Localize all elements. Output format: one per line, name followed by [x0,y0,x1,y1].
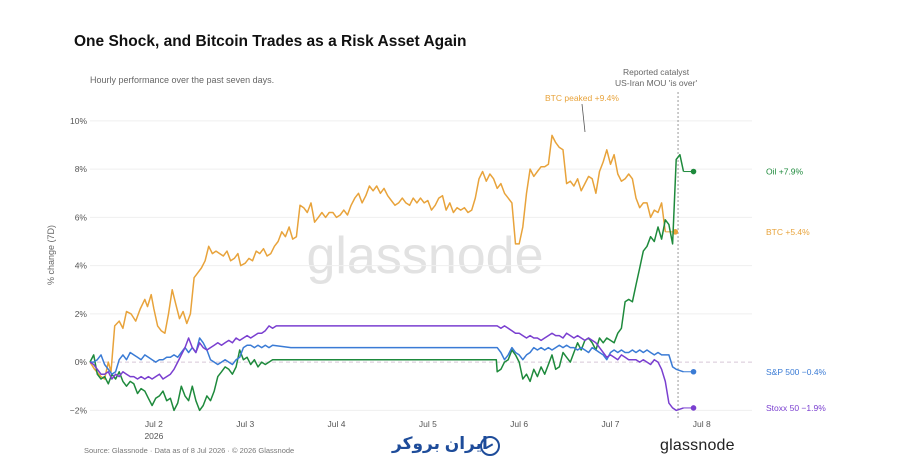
series-line [89,134,667,380]
x-tick-label: Jul 8 [693,419,711,429]
event-label-line1: Reported catalyst [623,67,690,77]
series-line [90,337,684,375]
x-tick-label: Jul 4 [328,419,346,429]
y-axis: −2% 0% 2% 4% 6% 8% 10% [70,116,88,415]
x-axis: Jul 2 Jul 3 Jul 4 Jul 5 Jul 6 Jul 7 Jul 8 2026 [144,419,711,441]
series-end-label: S&P 500 −0.4% [766,367,827,377]
glassnode-logo: glassnode [660,437,735,454]
series-end-label: BTC +5.4% [766,227,810,237]
end-labels: BTC +5.4% Oil +7.9% S&P 500 −0.4% Stoxx 50 … [766,167,827,413]
peak-annotation-pointer [581,103,586,133]
watermark-text: glassnode [306,227,543,285]
y-tick-label: 8% [75,164,88,174]
event-label-line2: US-Iran MOU 'is over' [615,78,697,88]
series-end-label: Oil +7.9% [766,167,804,177]
y-tick-label: 2% [75,309,88,319]
annotations: BTC peaked +9.4% [545,93,619,133]
series-end-label: Stoxx 50 −1.9% [766,403,826,413]
y-tick-label: 6% [75,212,88,222]
series-group [89,134,697,412]
y-axis-label: % change (7D) [46,225,56,285]
grid-lines [90,120,752,411]
footer-source: Source: Glassnode · Data as of 8 Jul 202… [84,446,295,455]
page-title: One Shock, and Bitcoin Trades as a Risk … [74,33,467,50]
y-tick-label: 0% [75,357,88,367]
peak-annotation-label: BTC peaked +9.4% [545,93,619,103]
x-tick-label: Jul 6 [510,419,528,429]
y-tick-label: −2% [70,405,88,415]
series-line [89,325,684,412]
chart-arrow-circle-icon [480,436,500,456]
x-tick-label: Jul 5 [419,419,437,429]
y-tick-label: 4% [75,261,88,271]
x-tick-year: 2026 [144,431,163,441]
series-line [89,153,685,412]
y-tick-label: 10% [70,116,87,126]
chart-subtitle: Hourly performance over the past seven d… [90,75,275,85]
x-tick-label: Jul 7 [601,419,619,429]
center-brand-logo: ایران بروکر [392,434,488,453]
x-tick-label: Jul 2 [145,419,163,429]
x-tick-label: Jul 3 [236,419,254,429]
